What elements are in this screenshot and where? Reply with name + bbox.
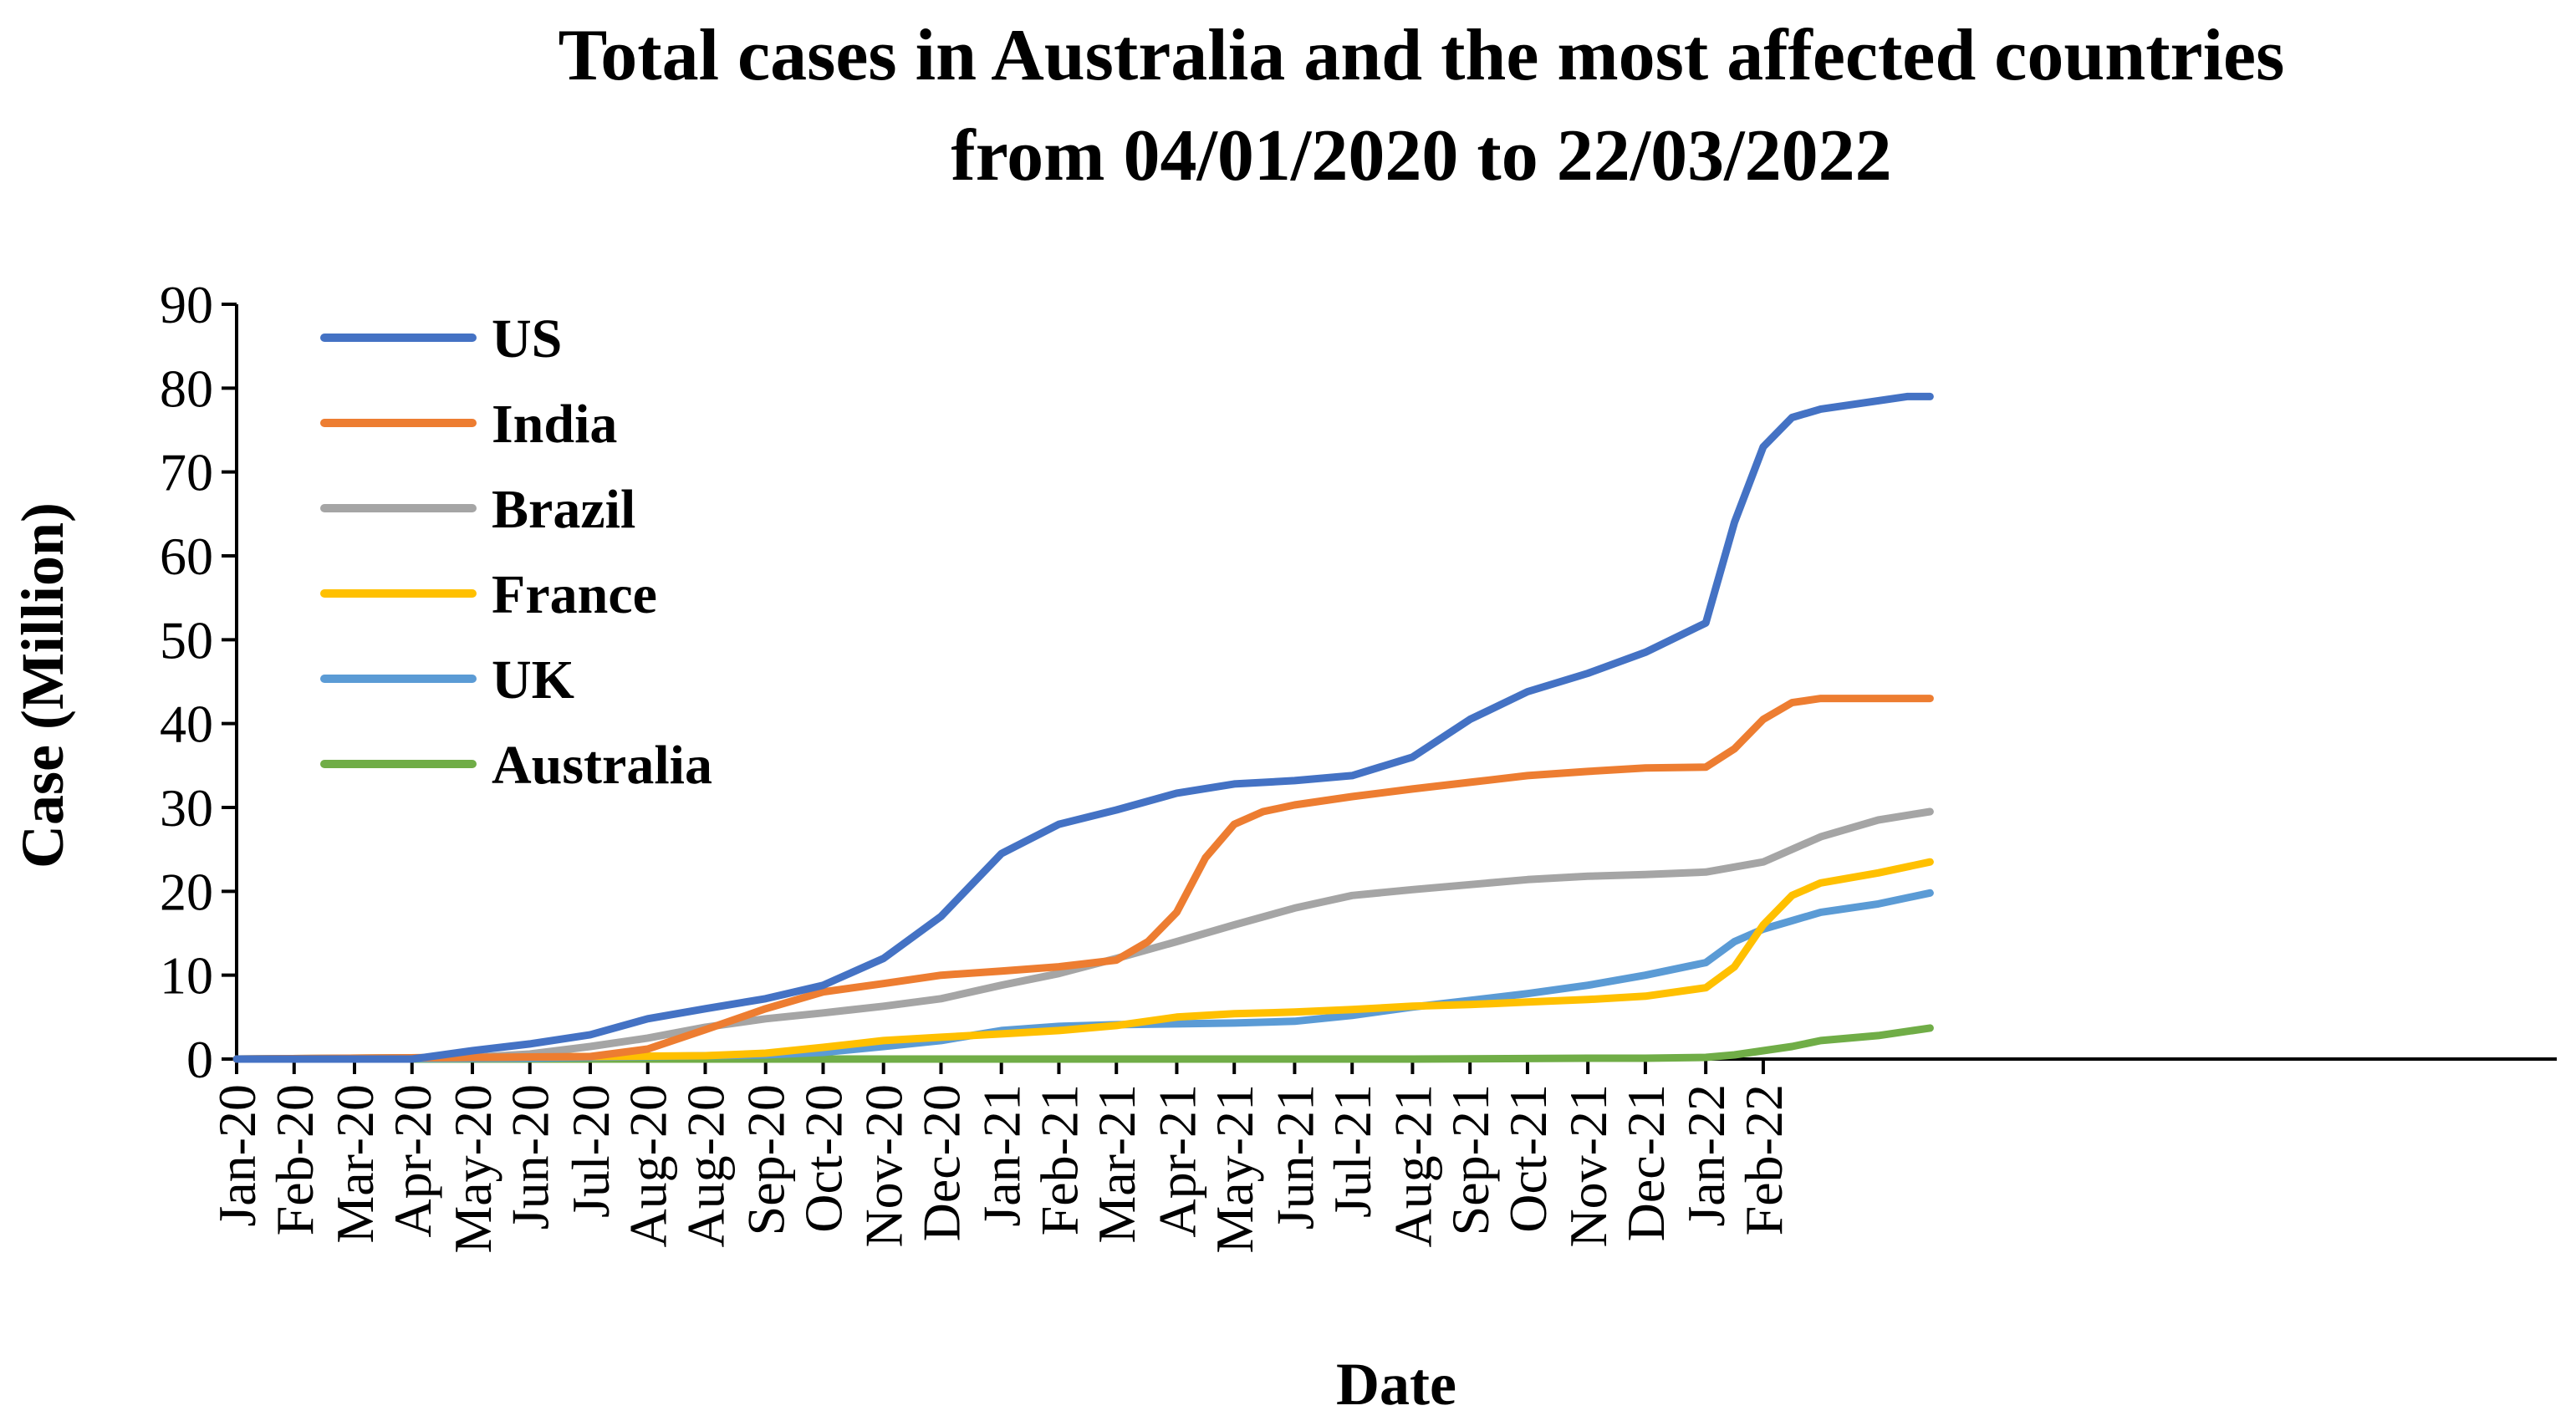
- x-tick-label: Jun-20: [501, 1084, 560, 1230]
- y-tick-label: 40: [160, 695, 213, 754]
- x-tick-label: May-20: [443, 1084, 502, 1254]
- y-tick-label: 30: [160, 778, 213, 838]
- x-tick-label: Dec-20: [911, 1084, 971, 1241]
- legend: US India Brazil France UK Australia: [320, 308, 712, 796]
- x-tick-label: Jul-20: [561, 1084, 620, 1218]
- x-tick-label: Feb-22: [1734, 1084, 1793, 1235]
- series-line-india: [232, 695, 1934, 1063]
- x-tick-label: Oct-21: [1498, 1084, 1558, 1233]
- x-tick-label: Aug-21: [1383, 1084, 1442, 1248]
- y-tick-label: 90: [160, 275, 213, 334]
- y-tick-label: 20: [160, 862, 213, 921]
- legend-label-us: US: [492, 308, 562, 369]
- x-tick-label: Nov-21: [1558, 1084, 1618, 1248]
- series-line-us: [232, 392, 1934, 1063]
- x-tick-label: Jul-21: [1323, 1084, 1382, 1218]
- x-tick-label: Feb-21: [1029, 1084, 1089, 1235]
- legend-label-india: India: [492, 394, 617, 455]
- x-tick-label: Aug-20: [619, 1084, 678, 1248]
- series-line-australia: [232, 1024, 1934, 1063]
- x-tick-label: Aug-20: [676, 1084, 736, 1248]
- series-line-uk: [232, 889, 1934, 1063]
- chart-title-line-1: Total cases in Australia and the most af…: [559, 15, 2285, 96]
- x-tick-label: Jun-21: [1265, 1084, 1324, 1230]
- legend-label-france: France: [492, 564, 657, 625]
- series-line-brazil: [232, 807, 1934, 1063]
- y-tick-label: 70: [160, 443, 213, 502]
- x-tick-label: Jan-21: [972, 1084, 1032, 1227]
- chart-title-line-2: from 04/01/2020 to 22/03/2022: [951, 115, 1891, 196]
- x-axis-label: Date: [1336, 1351, 1456, 1418]
- y-axis-label: Case (Million): [9, 502, 76, 868]
- x-tick-label: Sep-21: [1441, 1084, 1500, 1235]
- series-layer: [232, 392, 1934, 1063]
- legend-label-uk: UK: [492, 649, 574, 710]
- x-tick-label: Feb-20: [265, 1084, 324, 1235]
- y-tick-label: 60: [160, 527, 213, 586]
- x-tick-label: Apr-21: [1147, 1084, 1206, 1238]
- x-tick-label: Sep-20: [737, 1084, 796, 1235]
- y-tick-label: 0: [186, 1030, 213, 1089]
- x-tick-label: Apr-20: [383, 1084, 442, 1238]
- x-tick-label: Mar-21: [1087, 1084, 1146, 1244]
- series-line-france: [232, 858, 1934, 1063]
- y-tick-label: 10: [160, 946, 213, 1006]
- x-tick-label: Oct-20: [793, 1084, 853, 1233]
- x-tick-label: Jan-22: [1676, 1084, 1736, 1227]
- x-tick-label: Mar-20: [325, 1084, 385, 1244]
- legend-label-australia: Australia: [492, 735, 712, 796]
- y-tick-label: 50: [160, 610, 213, 670]
- x-tick-label: Dec-21: [1616, 1084, 1676, 1241]
- x-tick-label: Jan-20: [207, 1084, 267, 1227]
- x-tick-label: Nov-20: [854, 1084, 914, 1248]
- y-tick-label: 80: [160, 359, 213, 418]
- legend-label-brazil: Brazil: [492, 479, 635, 540]
- x-tick-label: May-21: [1205, 1084, 1264, 1254]
